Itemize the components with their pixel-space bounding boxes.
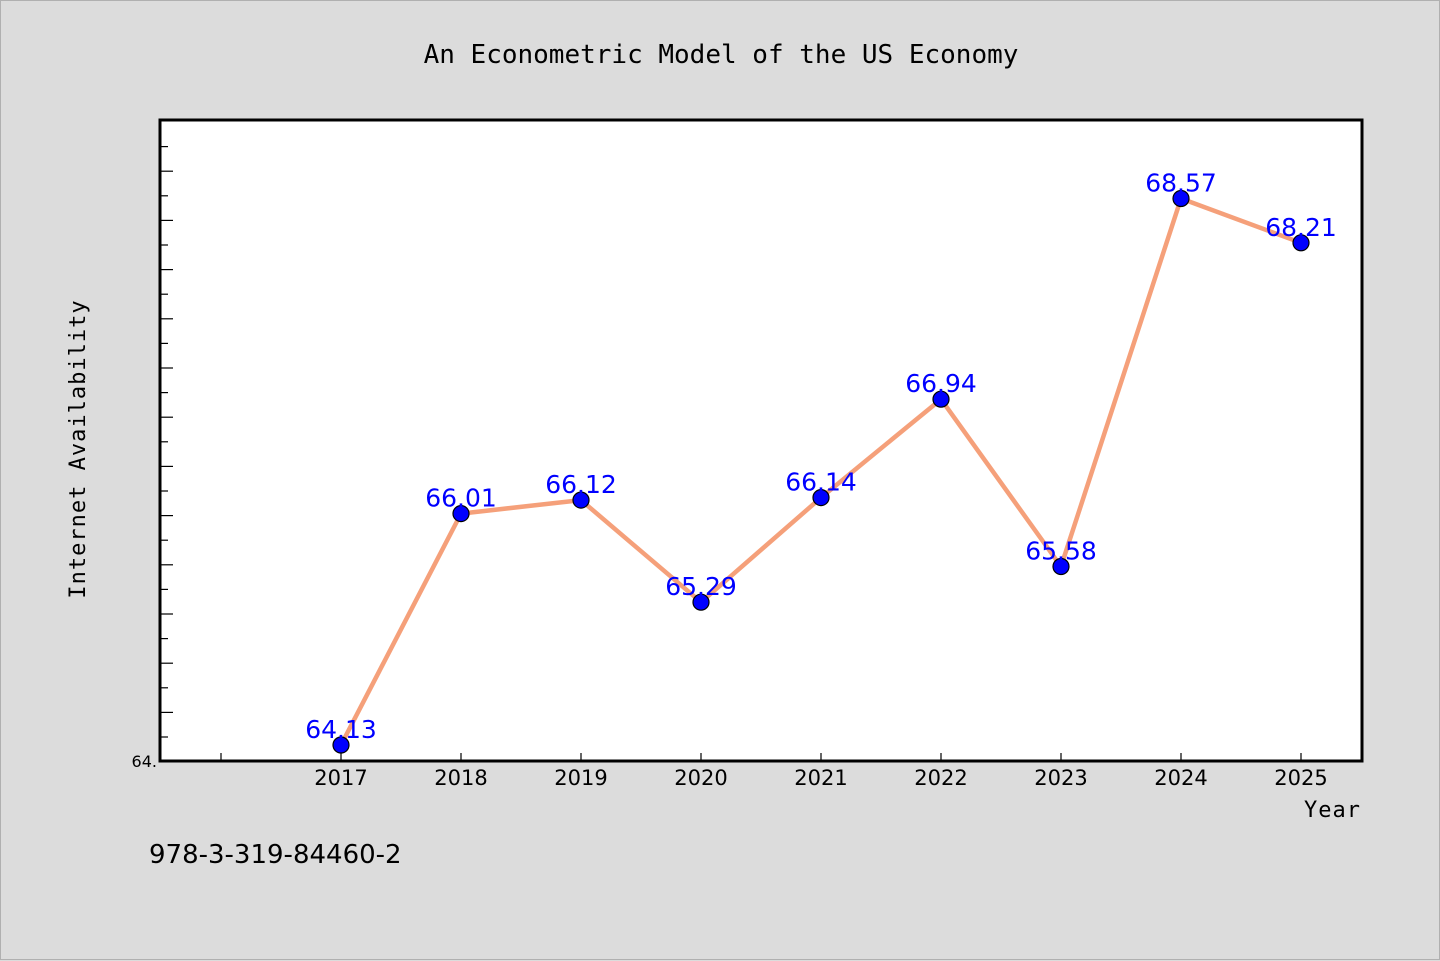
data-label: 65.29 — [665, 572, 737, 601]
x-tick-label: 2018 — [434, 766, 487, 790]
x-tick-label: 2022 — [914, 766, 967, 790]
chart-title: An Econometric Model of the US Economy — [424, 40, 1019, 70]
data-point — [932, 390, 950, 408]
x-tick-label: 2024 — [1154, 766, 1207, 790]
data-point — [1292, 234, 1310, 252]
data-labels-group: 64.13 66.01 66.12 65.29 66.14 66.94 65.58 68.57… — [305, 169, 1337, 745]
data-label: 66.12 — [545, 470, 617, 499]
x-axis-label: Year — [1304, 798, 1361, 823]
x-tick-label: 2023 — [1034, 766, 1087, 790]
data-label: 66.14 — [785, 468, 857, 497]
y-axis-ticks — [161, 146, 173, 738]
data-point — [572, 491, 590, 509]
x-tick-label: 2019 — [554, 766, 607, 790]
data-label: 68.21 — [1265, 213, 1337, 242]
footnote-isbn: 978-3-319-84460-2 — [149, 840, 402, 870]
data-point — [332, 736, 350, 754]
x-tick-label: 2020 — [674, 766, 727, 790]
data-point — [452, 504, 470, 523]
data-label: 66.01 — [425, 484, 497, 513]
data-label: 65.58 — [1025, 537, 1097, 566]
data-label: 64.13 — [305, 715, 377, 744]
data-point — [812, 489, 830, 507]
y-tick-label: 64. — [132, 752, 157, 771]
x-axis-ticks — [220, 753, 1302, 761]
x-tick-label: 2021 — [794, 766, 847, 790]
data-point — [1052, 557, 1070, 576]
plot-area — [158, 118, 1364, 763]
data-label: 68.57 — [1145, 169, 1217, 198]
series-points-group — [332, 189, 1310, 754]
x-axis-tick-labels: 2017 2018 2019 2020 2021 2022 2023 2024 2025 — [314, 766, 1327, 790]
data-label: 66.94 — [905, 369, 977, 398]
data-point — [1172, 189, 1190, 208]
data-point — [692, 593, 710, 611]
x-tick-label: 2017 — [314, 766, 367, 790]
y-axis-label: Internet Availability — [66, 299, 91, 598]
x-tick-label: 2025 — [1274, 766, 1327, 790]
